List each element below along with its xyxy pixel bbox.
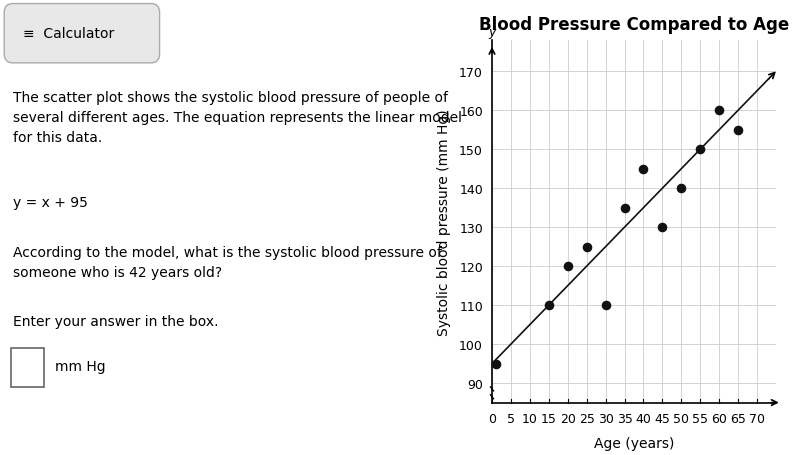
Point <box>656 224 669 231</box>
Text: mm Hg: mm Hg <box>54 359 106 373</box>
Text: y: y <box>488 26 496 39</box>
Y-axis label: Systolic blood pressure (mm Hg): Systolic blood pressure (mm Hg) <box>437 109 450 335</box>
X-axis label: Age (years): Age (years) <box>594 436 674 450</box>
Point <box>490 360 502 368</box>
Point <box>618 205 631 212</box>
Text: According to the model, what is the systolic blood pressure of
someone who is 42: According to the model, what is the syst… <box>13 246 442 280</box>
Point <box>713 107 726 115</box>
Text: Enter your answer in the box.: Enter your answer in the box. <box>13 314 218 328</box>
Point <box>580 243 593 251</box>
Point <box>562 263 574 270</box>
Text: y = x + 95: y = x + 95 <box>13 196 87 210</box>
Point <box>542 302 555 309</box>
Text: ≡  Calculator: ≡ Calculator <box>23 27 114 41</box>
Point <box>599 302 612 309</box>
Text: The scatter plot shows the systolic blood pressure of people of
several differen: The scatter plot shows the systolic bloo… <box>13 91 462 145</box>
FancyBboxPatch shape <box>10 348 44 387</box>
Title: Blood Pressure Compared to Age: Blood Pressure Compared to Age <box>479 16 789 34</box>
Point <box>637 166 650 173</box>
Point <box>675 185 688 192</box>
Point <box>694 146 706 153</box>
Point <box>732 127 745 134</box>
FancyBboxPatch shape <box>4 5 160 64</box>
